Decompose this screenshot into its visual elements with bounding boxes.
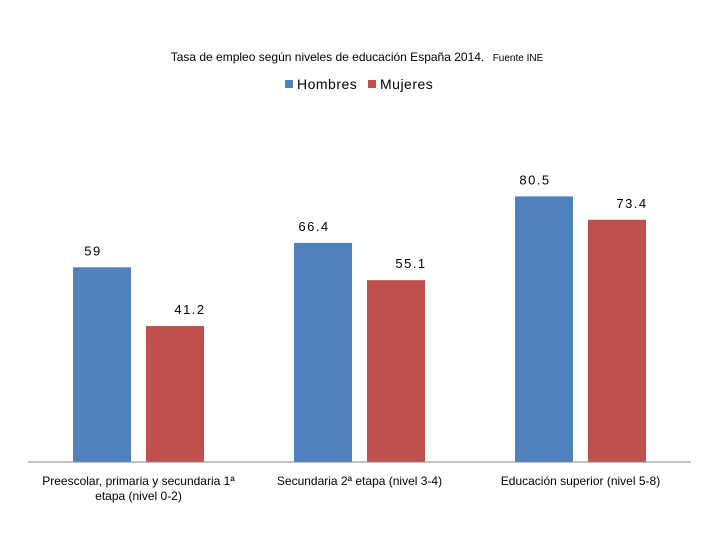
- category-labels: Preescolar, primaria y secundaria 1ª etap…: [42, 474, 660, 503]
- bar-hombres-1: [73, 267, 131, 462]
- category-label-line: etapa (nivel 0-2): [95, 489, 182, 503]
- data-label-mujeres-2: 55.1: [395, 256, 426, 271]
- legend-swatch-hombres: [285, 80, 293, 88]
- bar-mujeres-1: [146, 326, 204, 462]
- legend-swatch-mujeres: [368, 80, 376, 88]
- data-label-mujeres-3: 73.4: [616, 196, 647, 211]
- category-label-line: Secundaria 2ª etapa (nivel 3-4): [277, 474, 442, 488]
- category-label-1: Preescolar, primaria y secundaria 1ª etap…: [42, 474, 235, 503]
- legend: Hombres Mujeres: [285, 76, 433, 92]
- bar-hombres-3: [515, 196, 573, 462]
- data-label-hombres-3: 80.5: [519, 172, 550, 187]
- legend-label-hombres: Hombres: [297, 76, 357, 92]
- data-labels: 59 41.2 66.4 55.1 80.5 73.4: [84, 172, 647, 317]
- chart-title-main: Tasa de empleo según niveles de educació…: [171, 50, 485, 64]
- data-label-mujeres-1: 41.2: [174, 302, 205, 317]
- chart-title: Tasa de empleo según niveles de educació…: [171, 48, 544, 65]
- bar-mujeres-2: [367, 280, 425, 462]
- legend-label-mujeres: Mujeres: [380, 76, 433, 92]
- bars: [73, 196, 646, 462]
- category-label-2: Secundaria 2ª etapa (nivel 3-4): [277, 474, 442, 488]
- data-label-hombres-1: 59: [84, 243, 101, 258]
- bar-hombres-2: [294, 242, 352, 462]
- category-label-line: Educación superior (nivel 5-8): [501, 474, 660, 488]
- chart-subtitle: Fuente INE: [493, 53, 544, 64]
- category-label-line: Preescolar, primaria y secundaria 1ª: [42, 474, 235, 488]
- bar-mujeres-3: [588, 219, 646, 462]
- category-label-3: Educación superior (nivel 5-8): [501, 474, 660, 488]
- data-label-hombres-2: 66.4: [298, 219, 329, 234]
